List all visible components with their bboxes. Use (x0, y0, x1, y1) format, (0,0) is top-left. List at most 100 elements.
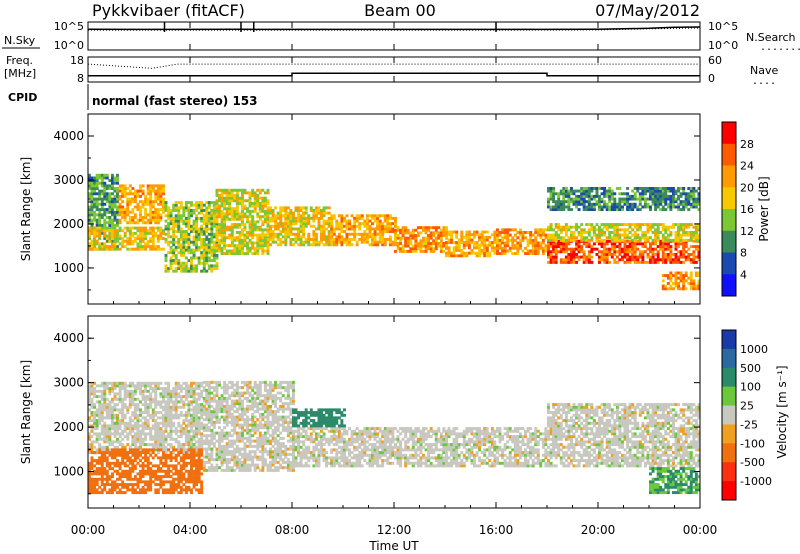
heatmap-cell (187, 224, 191, 228)
heatmap-cell (633, 233, 637, 237)
heatmap-cell (151, 448, 155, 452)
cpid-text: normal (fast stereo) 153 (92, 94, 258, 108)
heatmap-cell (266, 236, 270, 240)
heatmap-cell (98, 400, 102, 404)
heatmap-cell (587, 242, 591, 246)
heatmap-cell (154, 411, 158, 415)
heatmap-cell (618, 250, 622, 254)
heatmap-cell (292, 227, 295, 231)
heatmap-cell (697, 225, 701, 229)
heatmap-cell (100, 464, 104, 468)
heatmap-cell (113, 200, 117, 204)
heatmap-cell (246, 236, 250, 240)
heatmap-cell (697, 223, 701, 227)
heatmap-cell (123, 208, 127, 212)
heatmap-cell (567, 238, 571, 242)
heatmap-cell (230, 207, 234, 211)
heatmap-cell (225, 199, 229, 203)
heatmap-cell (159, 411, 163, 415)
heatmap-cell (549, 225, 553, 229)
heatmap-cell (694, 274, 698, 278)
heatmap-cell (172, 491, 176, 495)
heatmap-cell (450, 251, 454, 255)
heatmap-cell (172, 437, 176, 441)
heatmap-cell (184, 419, 188, 423)
heatmap-cell (669, 189, 673, 193)
heatmap-cell (340, 214, 344, 218)
heatmap-cell (643, 250, 647, 254)
heatmap-cell (649, 208, 652, 212)
heatmap-cell (590, 208, 594, 212)
heatmap-cell (95, 477, 99, 481)
heatmap-cell (159, 483, 163, 487)
heatmap-cell (419, 249, 423, 253)
heatmap-cell (312, 235, 316, 239)
heatmap-cell (651, 250, 655, 254)
heatmap-cell (174, 206, 178, 210)
heatmap-cell (177, 206, 181, 210)
heatmap-cell (299, 240, 303, 244)
heatmap-cell (207, 214, 211, 218)
heatmap-cell (220, 228, 224, 232)
heatmap-cell (123, 213, 127, 217)
heatmap-cell (220, 238, 224, 242)
heatmap-cell (167, 216, 171, 220)
heatmap-cell (159, 432, 163, 436)
heatmap-cell (687, 192, 691, 196)
heatmap-cell (167, 411, 171, 415)
heatmap-cell (241, 233, 244, 237)
heatmap-cell (368, 227, 372, 231)
heatmap-cell (177, 485, 181, 489)
heatmap-cell (88, 176, 91, 180)
heatmap-cell (207, 216, 211, 220)
heatmap-cell (631, 197, 635, 201)
heatmap-cell (462, 246, 466, 250)
heatmap-cell (595, 253, 599, 256)
heatmap-cell (570, 260, 573, 264)
heatmap-cell (98, 485, 102, 489)
heatmap-cell (697, 208, 701, 212)
heatmap-cell (672, 223, 675, 227)
heatmap-cell (103, 400, 107, 404)
heatmap-cell (162, 461, 165, 465)
freq-label-line2: [MHz] (4, 67, 36, 80)
heatmap-cell (317, 219, 321, 223)
heatmap-cell (105, 247, 109, 251)
heatmap-cell (105, 464, 109, 468)
heatmap-cell (269, 211, 273, 215)
heatmap-cell (123, 245, 127, 249)
heatmap-cell (128, 210, 132, 214)
heatmap-cell (261, 215, 265, 219)
heatmap-cell (610, 236, 614, 240)
heatmap-cell (182, 403, 186, 407)
heatmap-cell (276, 243, 280, 247)
heatmap-cell (309, 216, 313, 220)
heatmap-cell (350, 238, 354, 241)
heatmap-cell (205, 219, 209, 223)
heatmap-cell (414, 234, 418, 238)
power-colorbar-tick: 20 (740, 181, 754, 194)
heatmap-cell (307, 232, 311, 236)
heatmap-cell (128, 477, 132, 481)
heatmap-cell (123, 451, 127, 455)
heatmap-cell (113, 216, 117, 219)
heatmap-cell (133, 226, 137, 230)
heatmap-cell (90, 381, 94, 385)
heatmap-cell (177, 240, 181, 244)
heatmap-cell (136, 234, 140, 238)
heatmap-cell (121, 483, 125, 487)
heatmap-cell (100, 205, 104, 209)
heatmap-cell (169, 459, 173, 463)
heatmap-cell (559, 242, 563, 246)
heatmap-cell (572, 247, 576, 251)
heatmap-cell (195, 424, 199, 428)
heatmap-cell (547, 202, 550, 206)
heatmap-cell (378, 238, 382, 241)
heatmap-cell (118, 237, 122, 241)
heatmap-cell (123, 403, 127, 407)
heatmap-cell (184, 203, 188, 207)
heatmap-cell (687, 247, 691, 251)
heatmap-cell (121, 239, 125, 243)
heatmap-cell (95, 480, 99, 484)
